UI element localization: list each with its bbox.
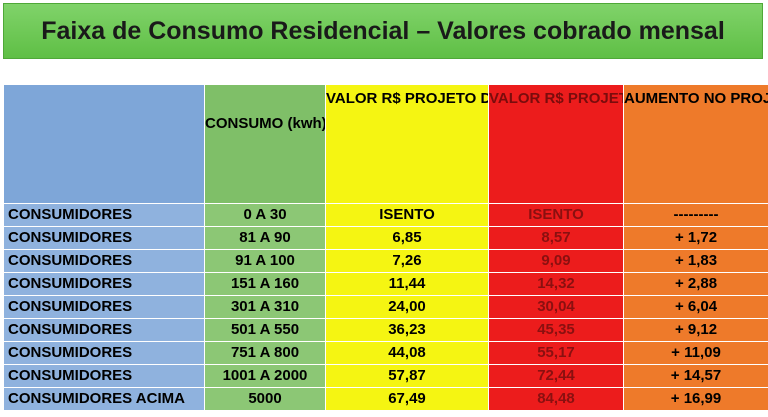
valor-cappellaro-cell: 14,32 — [488, 272, 624, 296]
consumo-cell: 501 A 550 — [204, 318, 326, 342]
header-valor-cappellaro: VALOR R$ PROJETO DA GESTÃO CAPPELLARO — [488, 84, 624, 204]
consumer-cell: CONSUMIDORES — [3, 249, 205, 273]
page-title: Faixa de Consumo Residencial – Valores c… — [41, 16, 725, 45]
table-row: CONSUMIDORES 301 A 310 24,00 30,04 + 6,04 — [3, 295, 768, 319]
header-aumento: AUMENTO NO PROJETO DA GESTÃO DE CAPPELLA… — [623, 84, 768, 204]
consumo-cell: 5000 — [204, 387, 326, 411]
aumento-cell: + 11,09 — [623, 341, 768, 365]
aumento-cell: + 1,83 — [623, 249, 768, 273]
valor-dhoni-cell: 11,44 — [325, 272, 489, 296]
aumento-cell: + 16,99 — [623, 387, 768, 411]
valor-dhoni-cell: 36,23 — [325, 318, 489, 342]
consumer-cell: CONSUMIDORES — [3, 318, 205, 342]
aumento-cell: --------- — [623, 203, 768, 227]
header-blank — [3, 84, 205, 204]
valor-cappellaro-cell: ISENTO — [488, 203, 624, 227]
consumo-cell: 751 A 800 — [204, 341, 326, 365]
table-row: CONSUMIDORES 751 A 800 44,08 55,17 + 11,09 — [3, 341, 768, 365]
consumo-cell: 151 A 160 — [204, 272, 326, 296]
valor-dhoni-cell: 6,85 — [325, 226, 489, 250]
valor-dhoni-cell: 44,08 — [325, 341, 489, 365]
valor-cappellaro-cell: 55,17 — [488, 341, 624, 365]
consumer-cell: CONSUMIDORES — [3, 203, 205, 227]
table-row: CONSUMIDORES 81 A 90 6,85 8,57 + 1,72 — [3, 226, 768, 250]
aumento-cell: + 6,04 — [623, 295, 768, 319]
valor-cappellaro-cell: 45,35 — [488, 318, 624, 342]
table-row: CONSUMIDORES ACIMA 5000 67,49 84,48 + 16,99 — [3, 387, 768, 411]
valor-cappellaro-cell: 9,09 — [488, 249, 624, 273]
valor-dhoni-cell: 24,00 — [325, 295, 489, 319]
header-row: CONSUMO (kwh) VALOR R$ PROJETO DA GESTÃO… — [3, 84, 768, 204]
valor-cappellaro-cell: 84,48 — [488, 387, 624, 411]
consumo-cell: 0 A 30 — [204, 203, 326, 227]
table-row: CONSUMIDORES 0 A 30 ISENTO ISENTO --------- — [3, 203, 768, 227]
aumento-cell: + 14,57 — [623, 364, 768, 388]
consumer-cell: CONSUMIDORES ACIMA — [3, 387, 205, 411]
table-row: CONSUMIDORES 1001 A 2000 57,87 72,44 + 14,57 — [3, 364, 768, 388]
valor-dhoni-cell: 67,49 — [325, 387, 489, 411]
valor-dhoni-cell: 7,26 — [325, 249, 489, 273]
table-row: CONSUMIDORES 501 A 550 36,23 45,35 + 9,12 — [3, 318, 768, 342]
header-valor-dhoni: VALOR R$ PROJETO DA GESTÃO DHONI AMORIM — [325, 84, 489, 204]
table-row: CONSUMIDORES 91 A 100 7,26 9,09 + 1,83 — [3, 249, 768, 273]
consumer-cell: CONSUMIDORES — [3, 364, 205, 388]
tariff-table: CONSUMO (kwh) VALOR R$ PROJETO DA GESTÃO… — [3, 84, 768, 411]
valor-cappellaro-cell: 72,44 — [488, 364, 624, 388]
valor-cappellaro-cell: 30,04 — [488, 295, 624, 319]
aumento-cell: + 2,88 — [623, 272, 768, 296]
valor-cappellaro-cell: 8,57 — [488, 226, 624, 250]
valor-dhoni-cell: ISENTO — [325, 203, 489, 227]
consumer-cell: CONSUMIDORES — [3, 272, 205, 296]
consumer-cell: CONSUMIDORES — [3, 226, 205, 250]
aumento-cell: + 1,72 — [623, 226, 768, 250]
consumo-cell: 301 A 310 — [204, 295, 326, 319]
header-consumo: CONSUMO (kwh) — [204, 84, 326, 204]
consumo-cell: 91 A 100 — [204, 249, 326, 273]
valor-dhoni-cell: 57,87 — [325, 364, 489, 388]
table-row: CONSUMIDORES 151 A 160 11,44 14,32 + 2,88 — [3, 272, 768, 296]
consumer-cell: CONSUMIDORES — [3, 295, 205, 319]
title-banner: Faixa de Consumo Residencial – Valores c… — [3, 3, 763, 59]
aumento-cell: + 9,12 — [623, 318, 768, 342]
consumer-cell: CONSUMIDORES — [3, 341, 205, 365]
consumo-cell: 81 A 90 — [204, 226, 326, 250]
consumo-cell: 1001 A 2000 — [204, 364, 326, 388]
